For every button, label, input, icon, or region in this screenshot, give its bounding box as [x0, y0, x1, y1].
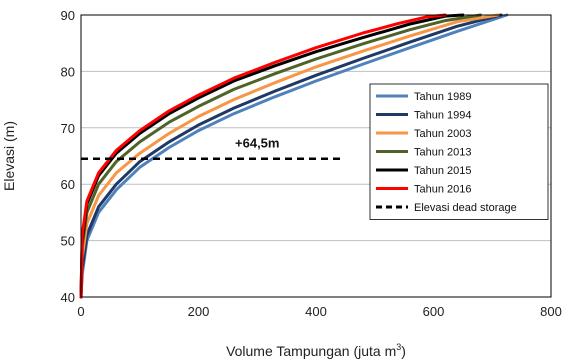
x-axis-title-sup: 3 — [396, 342, 401, 352]
y-tick-label: 60 — [61, 177, 75, 192]
y-tick-label: 70 — [61, 121, 75, 136]
x-tick-label: 800 — [540, 304, 562, 319]
x-tick-label: 200 — [188, 304, 210, 319]
x-tick-label: 400 — [305, 304, 327, 319]
series-lines — [79, 13, 509, 299]
series-line-tahun-2016 — [79, 13, 447, 299]
x-tick-label: 0 — [77, 304, 84, 319]
y-tick-label: 80 — [61, 64, 75, 79]
plot-frame — [80, 14, 552, 298]
y-tick-labels: 40 50 60 70 80 90 — [61, 8, 75, 305]
legend-label: Tahun 2003 — [414, 128, 472, 140]
series-line-tahun-2003 — [79, 13, 500, 299]
y-tick-label: 50 — [61, 234, 75, 249]
legend-label: Tahun 1989 — [414, 91, 472, 103]
legend-label: Tahun 2016 — [414, 184, 472, 196]
x-axis-title-end: ) — [401, 343, 406, 359]
series-line-tahun-1994 — [79, 13, 503, 299]
y-tick-label: 90 — [61, 8, 75, 23]
y-tick-label: 40 — [61, 290, 75, 305]
y-axis-title: Elevasi (m) — [1, 121, 17, 191]
series-line-tahun-1989 — [79, 13, 509, 299]
series-line-tahun-2013 — [79, 13, 482, 299]
x-tick-label: 600 — [423, 304, 445, 319]
x-tick-labels: 0 200 400 600 800 — [77, 304, 561, 319]
legend-label: Tahun 2015 — [414, 165, 472, 177]
legend-label: Tahun 2013 — [414, 147, 472, 159]
dead-storage-annotation: +64,5m — [235, 136, 279, 151]
x-axis-title: Volume Tampungan (juta m3) — [226, 342, 406, 359]
legend-label: Tahun 1994 — [414, 110, 472, 122]
x-axis-title-main: Volume Tampungan (juta m — [226, 343, 396, 359]
legend: Tahun 1989 Tahun 1994 Tahun 2003 Tahun 2013… — [369, 83, 549, 220]
legend-label: Elevasi dead storage — [414, 202, 517, 214]
